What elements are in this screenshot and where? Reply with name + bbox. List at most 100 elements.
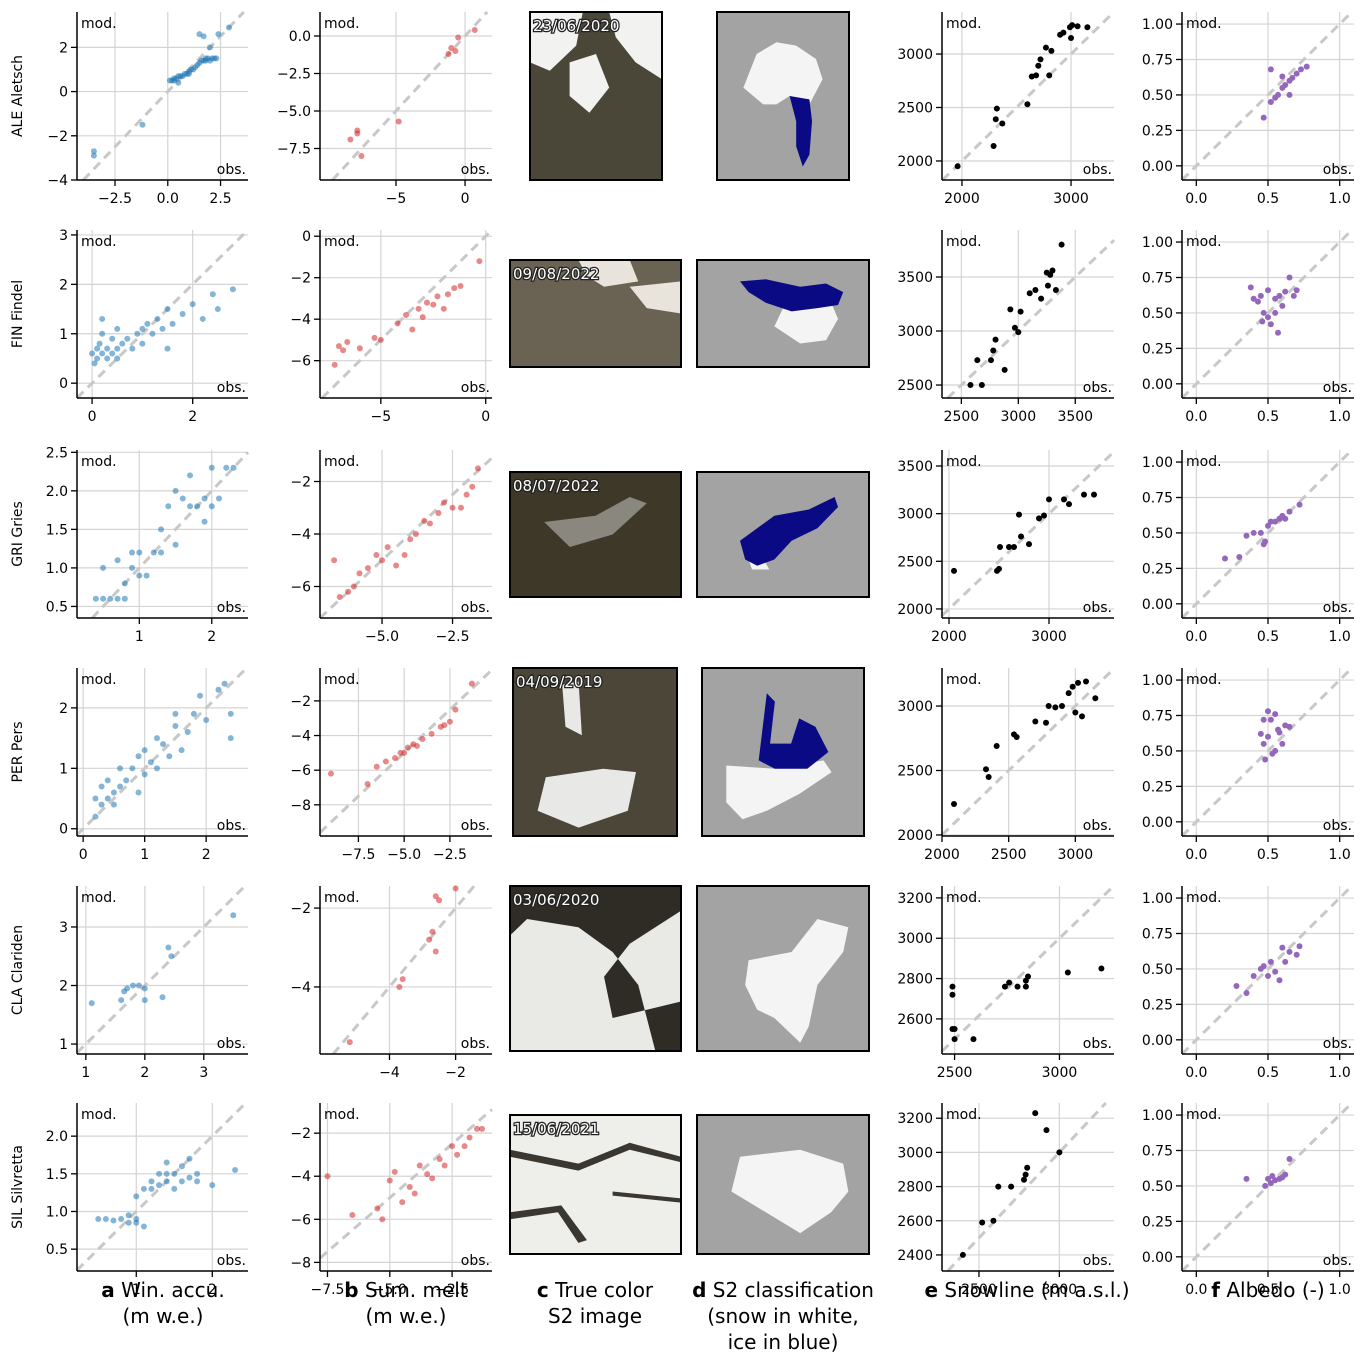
point	[468, 680, 475, 687]
point	[1286, 1156, 1293, 1162]
x-tick-label: 0.0	[1185, 629, 1207, 645]
point	[1286, 508, 1293, 515]
point	[150, 549, 157, 556]
image-frame	[509, 259, 682, 368]
point	[399, 1199, 406, 1206]
x-tick-label: 0.5	[1257, 191, 1279, 207]
panel: 2500 3000 3500 2500 3000 3500 mod. obs.	[897, 230, 1116, 425]
point	[1060, 29, 1067, 36]
point	[159, 994, 166, 1001]
point	[163, 1159, 170, 1166]
point	[340, 347, 347, 354]
x-tick-label: −5.0	[365, 629, 399, 645]
point	[951, 1025, 958, 1032]
y-tick-label: 2.0	[46, 1129, 68, 1145]
x-tick-label: 2500	[961, 1282, 997, 1298]
point	[412, 531, 419, 537]
point	[178, 1178, 185, 1185]
point	[1276, 977, 1283, 984]
point	[100, 564, 107, 571]
point	[232, 1167, 239, 1174]
point	[110, 801, 117, 808]
y-tick-label: −4	[290, 312, 311, 328]
point	[1267, 99, 1274, 106]
point	[216, 495, 223, 502]
point	[1035, 62, 1042, 69]
point	[349, 1212, 356, 1218]
point	[118, 1216, 125, 1223]
y-tick-label: 0.00	[1142, 1250, 1173, 1266]
point	[401, 749, 408, 756]
point	[123, 777, 130, 784]
panel-letter: e	[924, 1278, 938, 1302]
point	[407, 536, 414, 543]
point	[403, 312, 409, 319]
point	[168, 953, 175, 960]
point	[1022, 1171, 1029, 1178]
y-tick-label: 0.50	[1142, 306, 1173, 322]
snow-area	[731, 1149, 849, 1234]
point	[1049, 267, 1056, 274]
point	[194, 1178, 201, 1185]
x-tick-label: 0	[88, 409, 97, 425]
image-date: 03/06/2020	[513, 891, 599, 909]
point	[1257, 292, 1264, 299]
point	[1001, 366, 1008, 373]
point	[423, 299, 430, 306]
point	[452, 48, 459, 54]
x-tick-label: 0.5	[1257, 847, 1279, 863]
point	[1267, 66, 1274, 73]
panel-text: (m w.e.)	[366, 1304, 447, 1328]
x-tick-label: 1.0	[1329, 191, 1351, 207]
point	[434, 293, 441, 300]
point	[187, 472, 194, 479]
corner-label-x: obs.	[461, 1253, 490, 1269]
image-date: 09/08/2022	[513, 265, 599, 283]
corner-label-y: mod.	[946, 234, 982, 250]
point	[327, 770, 334, 777]
point	[1092, 695, 1099, 702]
point	[1043, 1127, 1050, 1134]
point	[133, 1216, 140, 1223]
image-panel: 03/06/2020	[509, 885, 682, 1052]
point	[114, 557, 121, 564]
image-texture	[530, 12, 662, 113]
point	[1272, 309, 1279, 316]
point	[452, 885, 459, 892]
panel-text: S2 classification	[713, 1278, 874, 1302]
y-tick-label: −5.0	[277, 104, 311, 120]
point	[374, 1205, 381, 1212]
y-tick-label: −4	[47, 173, 68, 189]
point	[1267, 518, 1274, 525]
y-tick-label: 3500	[897, 459, 933, 475]
panel: 0.0 0.5 1.0 0.00 0.25 0.50 0.75 1.00 mod. obs.	[1142, 448, 1354, 645]
point	[1046, 72, 1053, 79]
point	[104, 777, 111, 784]
panel-label: e Snowline (m a.s.l.)	[924, 1278, 1129, 1302]
x-tick-label: 1	[132, 1282, 141, 1298]
point	[172, 710, 179, 717]
point	[411, 1190, 418, 1197]
x-tick-label: −2.5	[98, 191, 132, 207]
one-to-one-line	[946, 1101, 1107, 1273]
point	[163, 1178, 170, 1185]
point	[144, 320, 151, 327]
y-tick-label: −4	[290, 527, 311, 543]
point	[118, 997, 125, 1004]
y-tick-label: 0.5	[46, 1242, 68, 1258]
panel-letter: d	[692, 1278, 706, 1302]
point	[457, 504, 464, 511]
x-tick-label: −5.0	[387, 847, 421, 863]
x-tick-label: 2000	[924, 847, 960, 863]
point	[1045, 703, 1052, 710]
point	[1008, 1183, 1015, 1190]
row-label: GRI Gries	[10, 501, 26, 567]
corner-label-y: mod.	[324, 454, 360, 470]
point	[429, 1175, 436, 1182]
y-tick-label: 2500	[897, 764, 933, 780]
point	[1079, 713, 1085, 720]
y-tick-label: 2	[59, 40, 68, 56]
point	[1282, 1171, 1289, 1178]
point	[1038, 295, 1045, 302]
y-tick-label: 0.75	[1142, 490, 1173, 506]
